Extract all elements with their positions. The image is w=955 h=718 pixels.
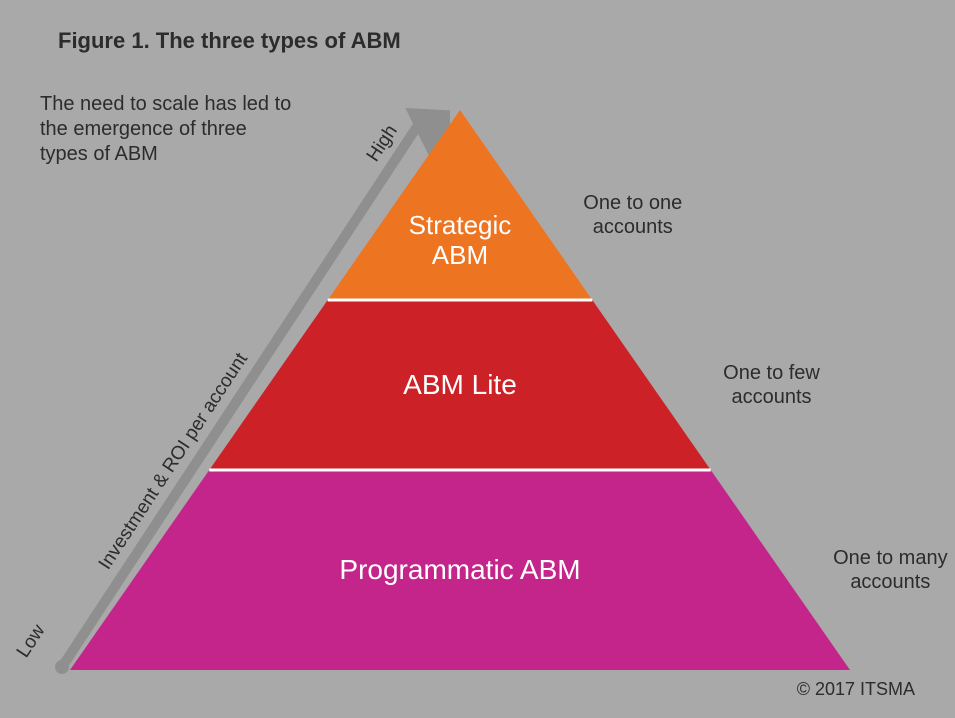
axis-low-label: Low bbox=[13, 621, 51, 662]
tier-middle-annotation: One to fewaccounts bbox=[692, 361, 852, 409]
tier-bottom-label-box: Programmatic ABM bbox=[140, 470, 781, 670]
tier-top-label-box: StrategicABM bbox=[369, 182, 552, 300]
tier-bottom-annotation: One to manyaccounts bbox=[810, 546, 955, 594]
tier-top-annotation: One to oneaccounts bbox=[553, 191, 713, 239]
tier-bottom-label: Programmatic ABM bbox=[339, 554, 580, 586]
tier-middle-label-box: ABM Lite bbox=[268, 300, 651, 470]
figure-title: Figure 1. The three types of ABM bbox=[58, 28, 401, 54]
copyright-text: © 2017 ITSMA bbox=[797, 679, 915, 700]
axis-low-dot bbox=[55, 660, 69, 674]
tier-middle-label: ABM Lite bbox=[403, 369, 517, 401]
tier-top-label: StrategicABM bbox=[409, 211, 512, 271]
